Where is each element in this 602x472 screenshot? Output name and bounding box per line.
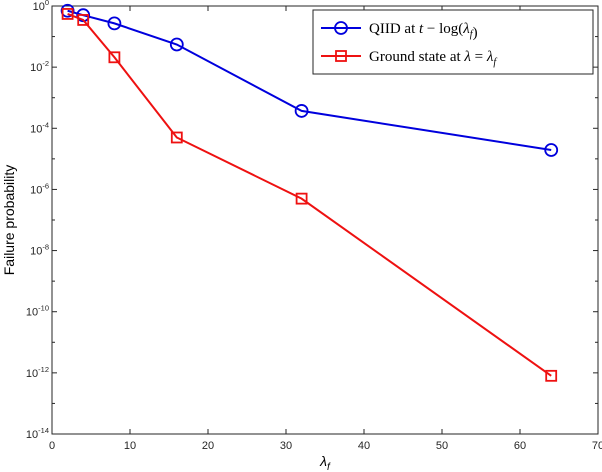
x-tick-label: 40 [358,440,370,452]
data-point [61,8,74,20]
x-tick-label: 50 [436,440,448,452]
y-tick-label: 10-12 [26,365,49,380]
y-tick-label: 10-2 [30,59,49,74]
y-tick-label: 10-6 [30,181,49,196]
x-tick-label: 70 [592,440,602,452]
y-tick-label: 10-8 [30,243,49,258]
data-point [294,104,309,118]
x-tick-label: 60 [514,440,526,452]
series-line [67,13,552,377]
y-tick-label: 10-14 [26,426,49,441]
x-tick-label: 0 [49,440,55,452]
series-2 [61,8,558,382]
data-point [295,192,308,205]
data-point [108,51,121,64]
legend-item-1: QIID at t − log(λf) [321,21,478,41]
data-point [77,14,90,26]
legend-label: Ground state at λ = λf [369,49,497,68]
x-tick-label: 10 [124,440,136,452]
plot-frame [51,5,599,435]
x-axis-label: λf [319,453,331,472]
legend: QIID at t − log(λf) Ground state at λ = λ… [312,9,594,75]
data-point [169,37,184,52]
legend-item-2: Ground state at λ = λf [321,49,497,68]
data-point [170,131,183,144]
series-layer [60,3,559,382]
data-point [544,143,559,157]
y-tick-label: 10-4 [30,120,49,135]
x-tick-label: 20 [202,440,214,452]
data-point [60,3,75,18]
y-axis-label: Failure probability [1,165,17,276]
legend-swatch-marker [334,21,348,35]
axes: 0 10 20 30 40 50 60 70 100 10-2 10-4 10-6 10-8 10-10 1… [26,0,602,452]
y-tick-label: 100 [33,0,49,13]
legend-swatch-marker [335,50,347,62]
data-point [107,16,122,31]
plot-area [51,5,599,435]
y-tick-label: 10-10 [26,304,49,319]
x-tick-label: 30 [280,440,292,452]
legend-label: QIID at t − log(λf) [369,21,478,41]
data-point [545,369,558,382]
legend-box [312,9,594,75]
